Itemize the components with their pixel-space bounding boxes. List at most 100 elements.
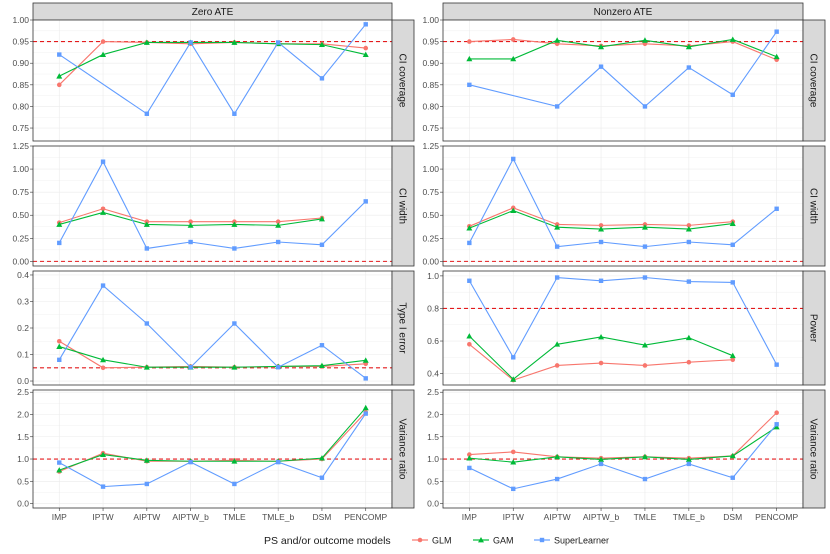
data-point-superlearner [467,465,472,471]
data-point-gam [318,41,325,48]
series-line-gam [59,346,366,368]
column-strip-label: Zero ATE [192,7,234,18]
data-point-gam [466,55,473,62]
data-point-gam [231,39,238,45]
x-tick-label: TMLE_b [262,512,294,522]
x-tick-label: AIPTW [544,512,571,522]
y-tick-label: 0.75 [422,187,439,197]
data-point-superlearner [57,240,62,246]
data-point-superlearner [100,484,106,489]
data-point-gam [685,456,692,462]
data-point-superlearner [511,486,516,492]
data-point-superlearner [511,355,516,360]
y-tick-label: 0.0 [17,499,29,509]
data-point-gam [510,459,517,465]
data-point-superlearner [188,365,193,370]
data-point-gam [362,357,369,363]
data-point-superlearner [100,159,106,164]
data-point-superlearner [686,65,692,70]
y-tick-label: 0.95 [12,37,29,47]
data-point-superlearner [188,40,193,45]
data-point-superlearner [363,411,368,416]
data-point-gam [231,364,238,370]
data-point-gam [362,404,369,411]
data-point-glm [56,338,62,344]
data-point-gam [143,364,150,370]
data-point-gam [187,222,194,228]
data-point-gam [729,36,736,42]
row-strip [391,145,415,267]
data-point-gam [143,39,150,45]
data-point-superlearner [363,376,368,381]
x-tick-label: AIPTW [133,512,160,522]
data-point-superlearner [467,278,472,283]
series-line-superlearner [468,276,778,365]
series-line-superlearner [58,284,367,379]
data-point-superlearner [144,111,150,116]
row-strip [391,19,415,142]
data-point-glm [598,223,604,228]
data-point-gam [729,452,736,459]
data-point-superlearner [275,239,281,245]
y-tick-label: 0.0 [17,376,29,386]
data-point-gam [598,226,605,232]
panel-background [443,20,803,141]
series-line-glm [469,38,777,61]
data-point-gam [773,423,780,430]
data-point-superlearner [363,22,368,27]
row-strip [802,270,826,386]
data-point-superlearner [642,104,648,109]
data-point-glm [188,219,193,224]
series-line-gam [469,38,777,60]
data-point-gam [100,451,107,457]
row-strip-label: Power [808,314,819,343]
data-point-glm [554,363,560,368]
data-point-superlearner [686,461,692,467]
y-tick-label: 0.50 [12,210,29,220]
data-point-superlearner [598,461,604,467]
y-tick-label: 1.00 [422,164,439,174]
data-point-gam [510,207,517,214]
y-tick-label: 0.2 [17,323,29,333]
data-point-gam [554,453,561,460]
data-point-superlearner [232,321,237,326]
x-tick-label: DSM [723,512,742,522]
row-strip [391,389,415,509]
data-point-glm [100,206,106,212]
row-strip-label: Variance ratio [808,419,819,480]
data-point-gam [685,334,692,341]
y-tick-label: 0.75 [12,187,29,197]
data-point-superlearner [598,64,604,69]
row-strip [802,389,826,509]
series-line-superlearner [468,157,778,248]
data-point-superlearner [511,156,516,162]
data-point-gam [56,467,63,473]
data-point-superlearner [467,240,472,246]
x-tick-label: PENCOMP [344,512,387,522]
data-point-superlearner [774,206,779,211]
data-point-gam [641,37,648,43]
data-point-gam [318,455,325,461]
data-point-superlearner [57,52,62,57]
data-point-gam [318,362,325,369]
data-point-superlearner [554,244,560,249]
data-point-gam [56,221,63,227]
y-tick-label: 0.80 [12,101,29,111]
y-tick-label: 0.00 [12,256,29,266]
row-strip-label: CI coverage [808,54,819,108]
x-tick-label: DSM [313,512,332,522]
data-point-superlearner [774,422,779,427]
y-tick-label: 0.50 [422,210,439,220]
x-tick-label: IMP [52,512,67,522]
x-tick-label: IPTW [503,512,524,522]
row-strip-label: Variance ratio [397,419,408,480]
series-line-superlearner [58,160,367,250]
y-tick-label: 0.3 [17,296,29,306]
data-point-gam [362,51,369,57]
legend-entry-superlearner: SuperLearner [554,536,609,546]
x-tick-label: IMP [462,512,477,522]
x-tick-label: IPTW [92,512,113,522]
y-tick-label: 2.5 [17,387,29,397]
data-point-gam [275,222,282,228]
legend-entry-glm: GLM [432,536,452,546]
